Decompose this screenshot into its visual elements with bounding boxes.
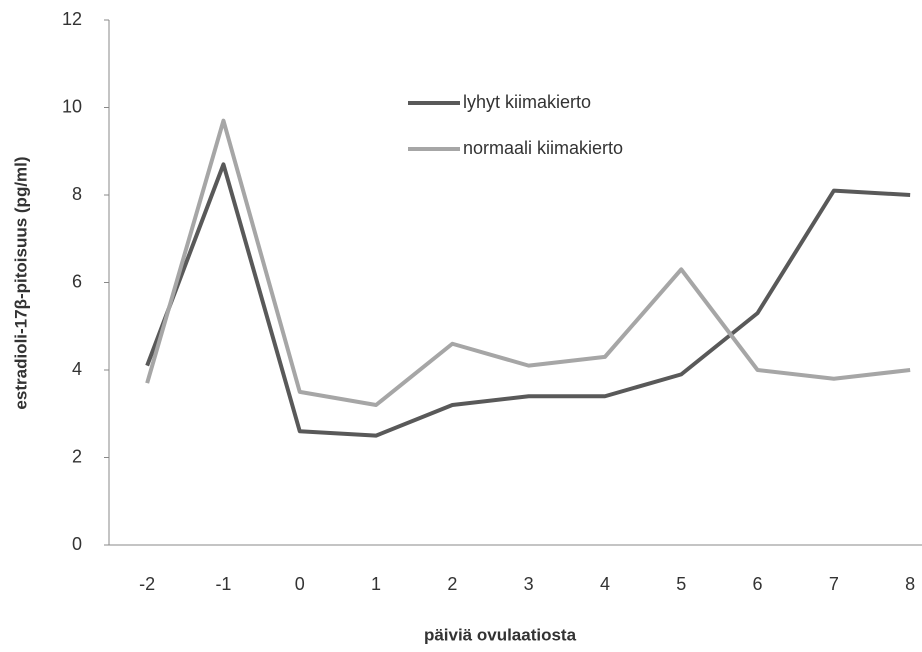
x-tick-label: 3 — [524, 574, 534, 594]
x-tick-label: 5 — [676, 574, 686, 594]
y-tick-label: 12 — [62, 9, 82, 29]
x-tick-label: 2 — [447, 574, 457, 594]
data-line — [145, 162, 911, 438]
x-tick-label: -2 — [139, 574, 155, 594]
y-tick-label: 8 — [72, 184, 82, 204]
y-tick-label: 0 — [72, 534, 82, 554]
y-tick-label: 4 — [72, 359, 82, 379]
y-tick-label: 6 — [72, 271, 82, 291]
y-tick-label: 10 — [62, 96, 82, 116]
x-tick-label: 0 — [295, 574, 305, 594]
legend-label: lyhyt kiimakierto — [463, 92, 591, 112]
x-tick-label: 6 — [753, 574, 763, 594]
y-axis-label: estradioli-17β-pitoisuus (pg/ml) — [11, 156, 30, 409]
x-tick-label: 8 — [905, 574, 915, 594]
x-axis-label: päiviä ovulaatiosta — [424, 625, 577, 644]
data-line — [145, 118, 911, 407]
x-tick-label: 1 — [371, 574, 381, 594]
y-tick-label: 2 — [72, 446, 82, 466]
legend-label: normaali kiimakierto — [463, 138, 623, 158]
x-tick-label: 7 — [829, 574, 839, 594]
x-tick-label: 4 — [600, 574, 610, 594]
x-tick-label: -1 — [215, 574, 231, 594]
